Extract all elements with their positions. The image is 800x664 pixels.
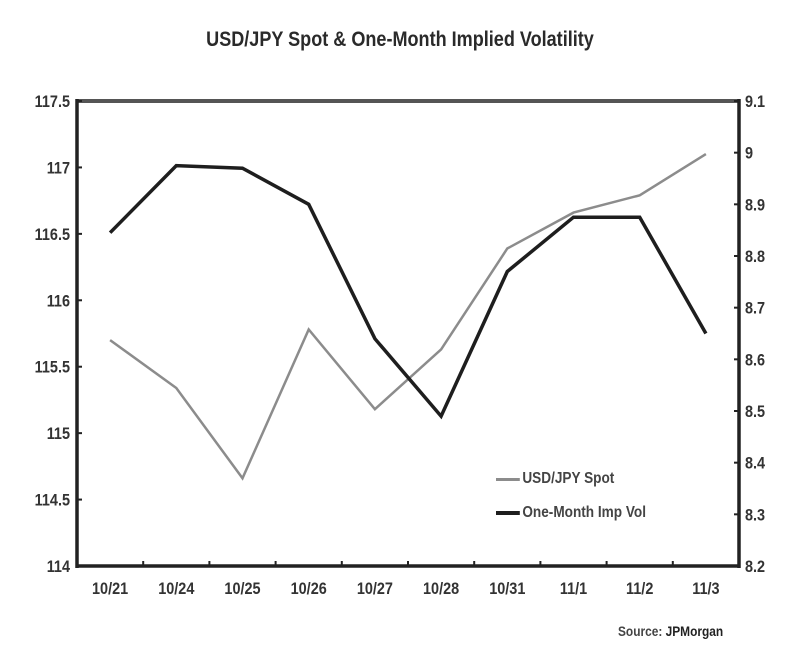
legend-swatch-vol xyxy=(496,511,520,515)
x-axis-tick-label: 11/1 xyxy=(560,580,588,598)
legend-item-vol: One-Month Imp Vol xyxy=(496,496,646,530)
left-axis-tick-label: 116 xyxy=(47,292,71,310)
left-axis-tick-label: 114 xyxy=(47,558,71,576)
legend-label-spot: USD/JPY Spot xyxy=(522,470,615,487)
source-label: Source: xyxy=(618,623,663,639)
right-axis-tick-label: 8.9 xyxy=(745,196,765,214)
right-axis-tick-label: 8.8 xyxy=(745,248,765,266)
right-axis-tick-label: 8.2 xyxy=(745,558,765,576)
right-axis-tick-label: 8.4 xyxy=(745,455,765,473)
x-axis-tick-label: 11/3 xyxy=(692,580,720,598)
left-axis-tick-label: 115.5 xyxy=(35,359,71,377)
left-axis-tick-label: 114.5 xyxy=(35,492,71,510)
left-axis-tick-label: 116.5 xyxy=(35,226,71,244)
x-axis-tick-label: 10/27 xyxy=(357,580,393,598)
source-name: JPMorgan xyxy=(665,623,724,639)
x-axis-tick-label: 10/31 xyxy=(489,580,525,598)
right-axis-tick-label: 8.7 xyxy=(745,300,765,318)
right-axis-tick-label: 8.3 xyxy=(745,506,765,524)
legend: USD/JPY Spot One-Month Imp Vol xyxy=(496,462,672,530)
legend-label-vol: One-Month Imp Vol xyxy=(522,504,646,521)
x-axis-tick-label: 10/21 xyxy=(92,580,128,598)
x-axis-tick-label: 10/25 xyxy=(224,580,260,598)
right-axis-tick-label: 9 xyxy=(745,145,753,163)
left-axis-tick-label: 117 xyxy=(47,159,71,177)
right-axis-tick-label: 8.5 xyxy=(745,403,765,421)
right-axis-tick-label: 8.6 xyxy=(745,351,765,369)
legend-swatch-spot xyxy=(496,477,520,481)
implied-vol-line xyxy=(108,163,708,420)
spot-line xyxy=(109,153,707,481)
source-note: Source: JPMorgan xyxy=(618,623,723,639)
x-axis-tick-label: 10/28 xyxy=(423,580,459,598)
left-axis-tick-label: 117.5 xyxy=(35,93,71,111)
legend-item-spot: USD/JPY Spot xyxy=(496,462,646,496)
right-axis-tick-label: 9.1 xyxy=(745,93,765,111)
x-axis-tick-label: 10/24 xyxy=(158,580,194,598)
chart-title: USD/JPY Spot & One-Month Implied Volatil… xyxy=(206,28,594,51)
x-axis-tick-label: 11/2 xyxy=(626,580,654,598)
left-axis-tick-label: 115 xyxy=(47,425,71,443)
x-axis-tick-label: 10/26 xyxy=(291,580,327,598)
